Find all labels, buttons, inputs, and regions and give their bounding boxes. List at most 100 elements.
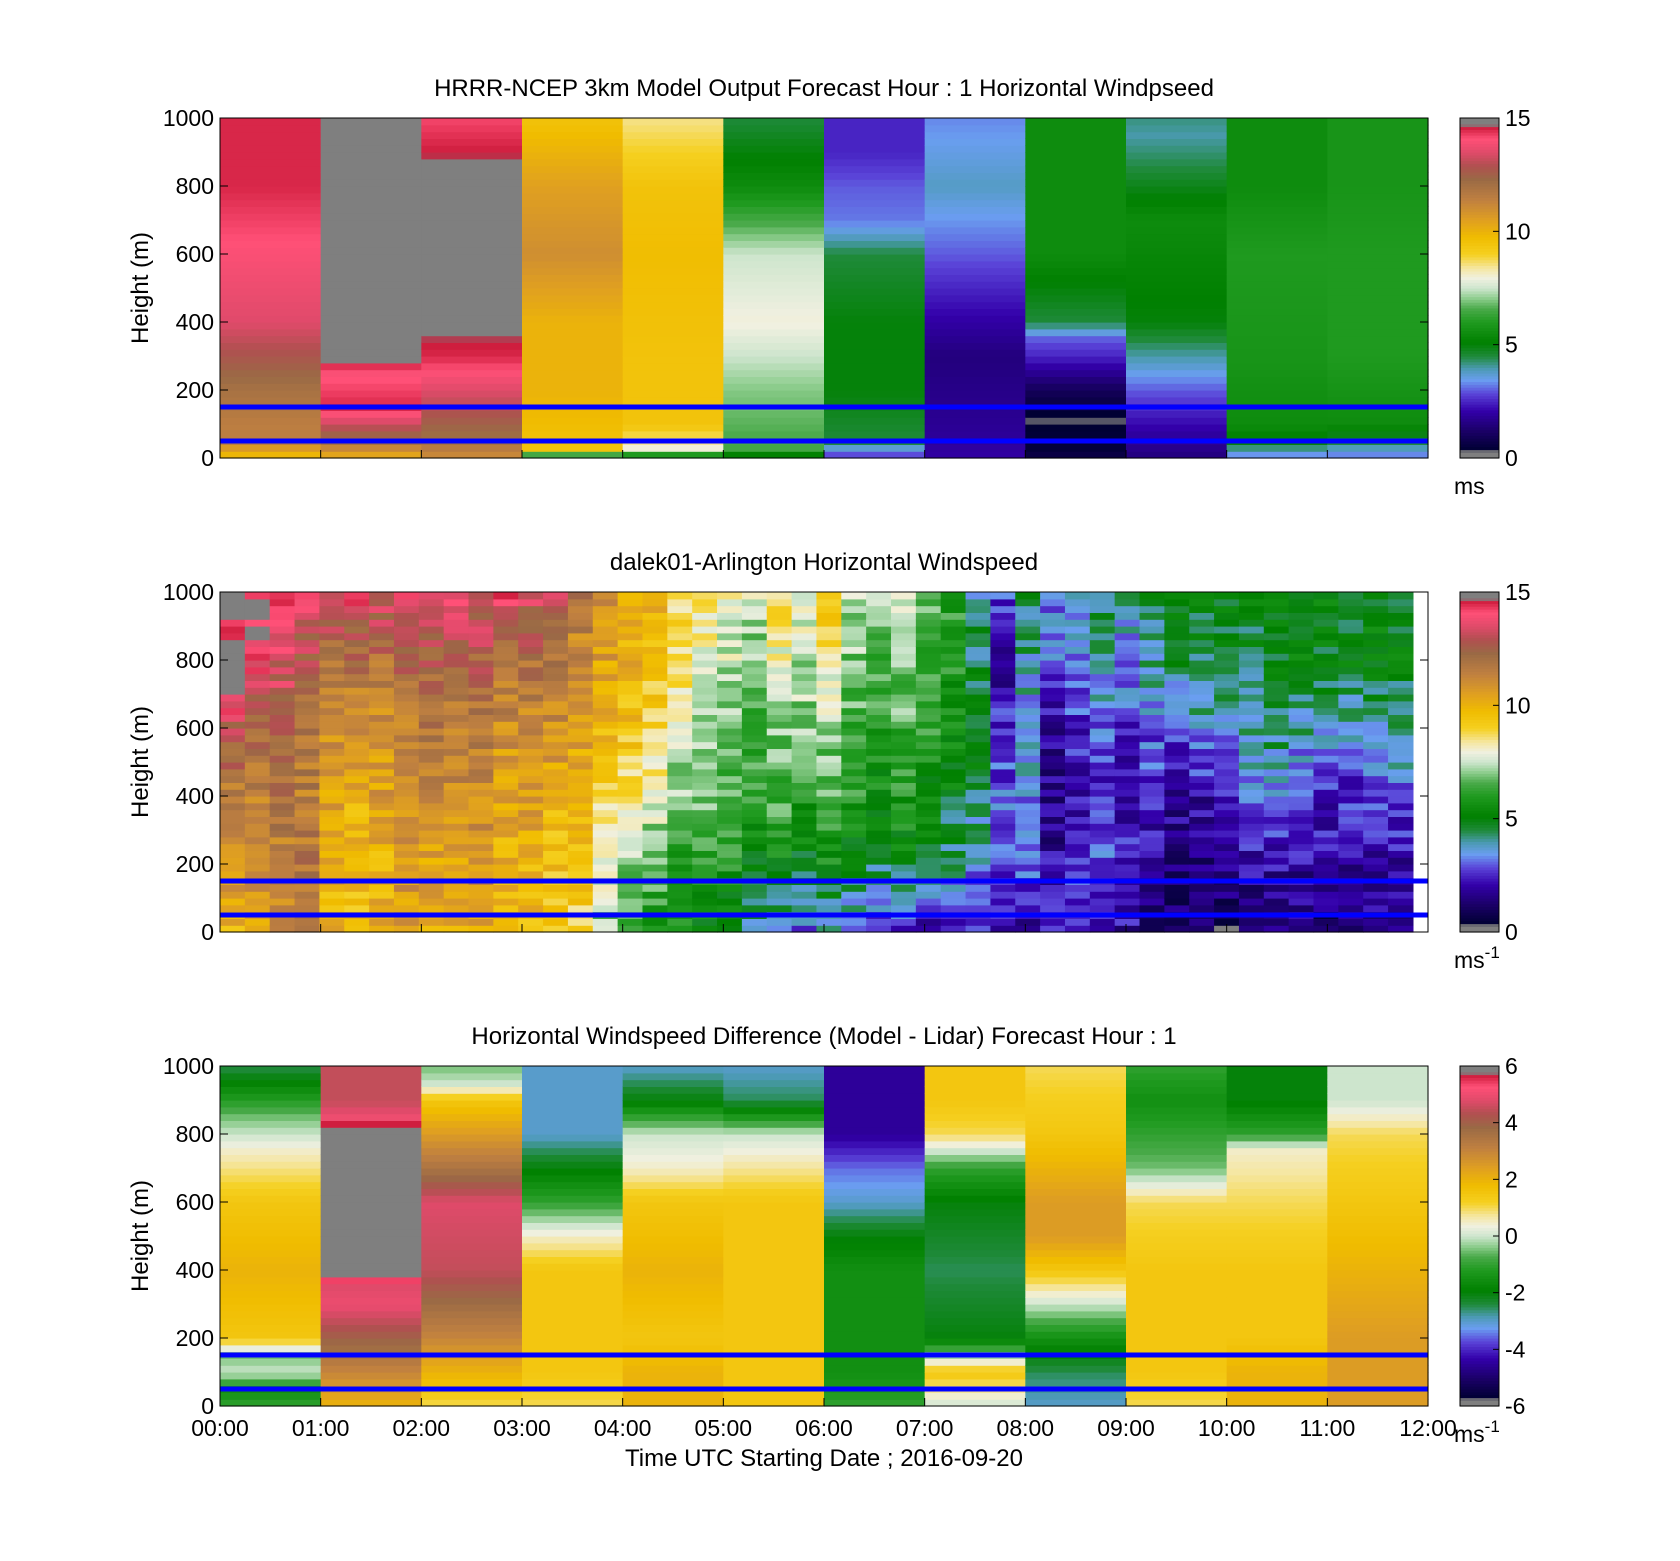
heat-cell [1214, 592, 1240, 600]
heat-cell [1263, 775, 1290, 783]
heat-cell [543, 775, 569, 783]
heat-cell [1040, 748, 1066, 756]
heat-cell [1238, 898, 1265, 906]
heat-cell [667, 700, 693, 709]
heat-cell [642, 721, 668, 729]
heat-cell [717, 857, 743, 865]
heat-cell [1040, 789, 1066, 797]
heat-cell [220, 1181, 322, 1189]
heat-cell [1064, 898, 1091, 906]
heat-cell [816, 884, 842, 892]
heat-cell [1327, 383, 1429, 391]
heat-cell [642, 796, 668, 804]
heat-cell [294, 884, 321, 892]
heat-cell [1025, 1399, 1127, 1407]
heat-cell [1126, 1276, 1228, 1285]
heat-cell [220, 768, 246, 777]
heat-cell [220, 240, 322, 248]
heat-cell [1226, 1195, 1328, 1203]
colorbar-swatch [1460, 606, 1499, 610]
heat-cell [1226, 1399, 1328, 1407]
heat-cell [617, 789, 644, 797]
heat-cell [320, 1290, 422, 1298]
heat-cell [1288, 721, 1315, 729]
heat-cell [723, 1106, 825, 1115]
heat-cell [344, 700, 370, 709]
heat-cell [294, 830, 321, 838]
heat-cell [766, 864, 793, 872]
heat-cell [667, 741, 693, 749]
heat-cell [244, 925, 271, 933]
heat-cell [1139, 796, 1165, 804]
heat-cell [1114, 707, 1141, 715]
heat-cell [816, 768, 842, 777]
heat-cell [320, 1174, 422, 1183]
heat-cell [493, 823, 519, 831]
heat-cell [522, 1161, 624, 1169]
heat-cell [622, 138, 724, 146]
heat-cell [1089, 755, 1116, 763]
heat-cell [418, 864, 445, 872]
heat-cell [1025, 335, 1127, 343]
heat-cell [567, 809, 594, 817]
heat-cell [244, 836, 271, 845]
heat-cell [1089, 605, 1116, 613]
heat-cell [1025, 1344, 1127, 1353]
heat-cell [622, 152, 724, 160]
heat-cell [493, 898, 519, 906]
colorbar-swatch [1460, 1374, 1499, 1379]
heat-cell [421, 322, 523, 330]
heat-cell [244, 687, 271, 695]
heat-cell [518, 762, 544, 770]
heat-cell [468, 796, 494, 804]
heat-cell [1338, 870, 1364, 879]
heat-cell [1388, 904, 1414, 913]
heat-cell [244, 646, 271, 654]
heat-cell [617, 816, 644, 824]
heat-cell [1015, 891, 1041, 899]
heat-cell [1388, 762, 1414, 770]
heat-cell [1214, 687, 1240, 695]
heat-cell [741, 775, 768, 783]
heat-cell [1126, 1344, 1228, 1353]
colorbar-unit-base: ms [1454, 473, 1485, 499]
heat-cell [421, 1174, 523, 1183]
heat-cell [522, 152, 624, 160]
heat-cell [1025, 294, 1127, 303]
heat-cell [1388, 755, 1414, 763]
heat-cell [220, 179, 322, 187]
heat-cell [741, 816, 768, 824]
heat-cell [592, 605, 619, 613]
heat-cell [567, 639, 594, 647]
heat-cell [1263, 789, 1290, 797]
heat-cell [891, 796, 917, 804]
colorbar-swatch [1460, 1355, 1499, 1359]
heat-cell [421, 288, 523, 296]
heat-cell [269, 592, 296, 600]
heat-cell [723, 1304, 825, 1312]
y-tick-label: 1000 [163, 579, 214, 605]
heat-cell [567, 816, 594, 824]
heat-cell [841, 632, 867, 641]
heat-cell [824, 1202, 926, 1210]
heat-cell [244, 904, 271, 913]
heat-cell [940, 918, 967, 926]
heat-cell [692, 823, 718, 831]
heat-cell [791, 748, 818, 756]
heat-cell [642, 768, 668, 777]
y-tick-label: 800 [176, 647, 214, 673]
heat-cell [667, 673, 693, 681]
heat-cell [1288, 612, 1315, 620]
heat-cell [244, 632, 271, 641]
heat-cell [1363, 925, 1389, 933]
colorbar-unit-superscript: -1 [1485, 1417, 1500, 1436]
heat-cell [1338, 646, 1364, 654]
colorbar-swatch [1460, 285, 1499, 289]
heat-cell [866, 626, 892, 634]
heat-cell [924, 1134, 1026, 1142]
heat-cell [622, 1242, 724, 1251]
heat-cell [940, 660, 967, 668]
heat-cell [344, 823, 370, 831]
heat-cell [816, 755, 842, 763]
heat-cell [1126, 1249, 1228, 1257]
